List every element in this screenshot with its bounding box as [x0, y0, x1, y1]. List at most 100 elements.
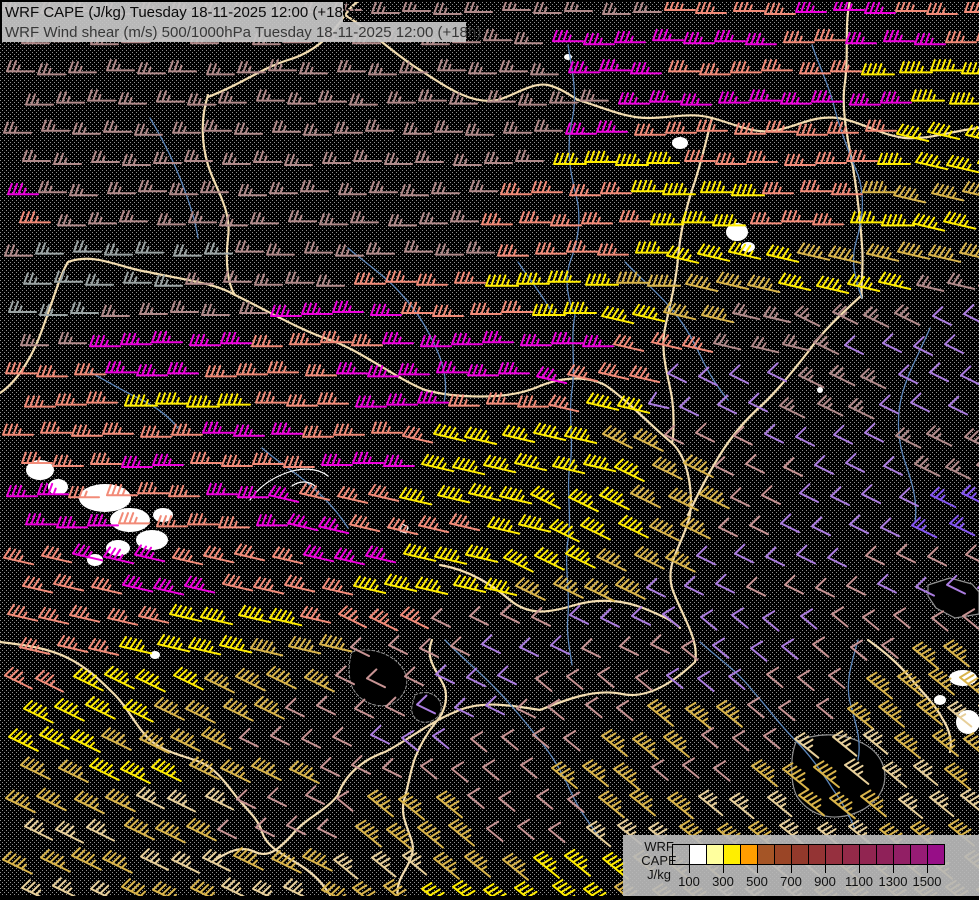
wind-barb: [881, 637, 899, 659]
wind-barb: [155, 819, 186, 844]
wind-barb: [398, 792, 425, 821]
wind-barb: [569, 605, 589, 625]
wind-barb: [827, 121, 859, 134]
legend-color-box: [825, 844, 843, 865]
wind-barb: [651, 332, 683, 350]
wind-barb: [90, 880, 117, 900]
wind-barb: [712, 637, 730, 659]
wind-barb: [945, 458, 972, 480]
wind-barb: [815, 151, 847, 164]
wind-barb: [601, 729, 628, 757]
wind-barb: [370, 724, 390, 745]
wind-barb: [662, 606, 680, 628]
wind-barb: [515, 149, 544, 162]
wind-barb: [124, 394, 158, 407]
wind-barb: [552, 29, 584, 43]
wind-barb: [715, 152, 747, 165]
wind-barb: [365, 119, 394, 132]
wind-barb: [190, 451, 222, 464]
legend-unit-labels: WRF CAPE J/kg: [633, 840, 685, 882]
wind-barb: [897, 241, 931, 260]
wind-barb: [352, 451, 384, 464]
wind-barb: [599, 486, 630, 511]
wind-barb: [270, 725, 290, 746]
wind-barb: [417, 820, 444, 849]
wind-barb: [466, 667, 486, 688]
wind-barb: [602, 851, 629, 880]
wind-barb: [464, 0, 493, 13]
wind-barb: [518, 514, 552, 533]
wind-barb: [915, 576, 935, 597]
wind-barb: [779, 397, 806, 419]
wind-barb: [717, 394, 737, 415]
wind-barb: [486, 392, 518, 405]
wind-barb: [288, 636, 322, 655]
legend-color-box: [672, 844, 690, 865]
wind-barb: [416, 694, 436, 715]
wind-barb: [69, 604, 101, 623]
wind-barb: [565, 545, 596, 569]
wind-barb: [748, 820, 775, 849]
wind-barb: [267, 361, 299, 374]
wind-barb: [19, 211, 51, 224]
wind-barb: [666, 245, 700, 264]
wind-barb: [354, 698, 374, 719]
wind-barb: [351, 333, 383, 347]
wind-barb: [631, 606, 651, 626]
cape-blob: [26, 460, 54, 480]
wind-barb: [635, 669, 653, 691]
wind-barb: [367, 789, 394, 818]
wind-barb: [533, 850, 560, 879]
wind-barb: [929, 790, 955, 818]
wind-barb: [898, 364, 918, 385]
wind-barb: [679, 396, 699, 417]
wind-barb: [186, 817, 217, 842]
wind-barb: [403, 543, 437, 562]
wind-barb: [369, 608, 398, 632]
wind-barb: [652, 456, 683, 480]
wind-barb: [57, 214, 86, 227]
wind-barb: [385, 270, 417, 283]
title-cape-text: WRF CAPE (J/kg) Tuesday 18-11-2025 12:00…: [5, 3, 357, 21]
wind-barb: [350, 211, 379, 224]
wind-barb: [943, 639, 970, 668]
legend-tick-label: 100: [678, 874, 700, 889]
wind-barb: [629, 365, 661, 384]
wind-barb: [581, 638, 601, 658]
wind-barb: [928, 244, 962, 263]
wind-barb: [569, 183, 601, 197]
wind-barb: [435, 243, 464, 256]
wind-barb: [3, 547, 35, 566]
wind-barb: [73, 240, 102, 253]
wind-barb: [286, 815, 306, 836]
wind-barb: [598, 790, 625, 819]
wind-barb: [251, 757, 282, 781]
wind-barb: [300, 605, 332, 624]
wind-barb: [416, 273, 448, 286]
wind-barb: [701, 304, 735, 324]
wind-barb: [664, 0, 696, 11]
wind-barb: [764, 2, 796, 15]
wind-barb: [766, 244, 800, 263]
wind-barb: [118, 92, 147, 105]
wind-barb: [55, 820, 84, 844]
wind-barb: [37, 482, 69, 496]
legend-color-box: [774, 844, 792, 865]
wind-barb: [828, 667, 846, 689]
wind-barb: [401, 730, 419, 752]
wind-barb: [355, 395, 387, 408]
wind-barb: [366, 668, 386, 689]
wind-barb: [289, 332, 321, 346]
wind-barb: [185, 700, 216, 724]
wind-barb: [384, 573, 418, 592]
wind-barb: [498, 790, 516, 812]
wind-barb: [41, 119, 70, 132]
wind-barb: [322, 151, 351, 164]
wind-barb: [549, 91, 578, 104]
wind-barb: [237, 61, 266, 74]
wind-barb: [400, 183, 429, 197]
wind-barb: [449, 513, 481, 532]
wind-barb: [745, 454, 765, 474]
